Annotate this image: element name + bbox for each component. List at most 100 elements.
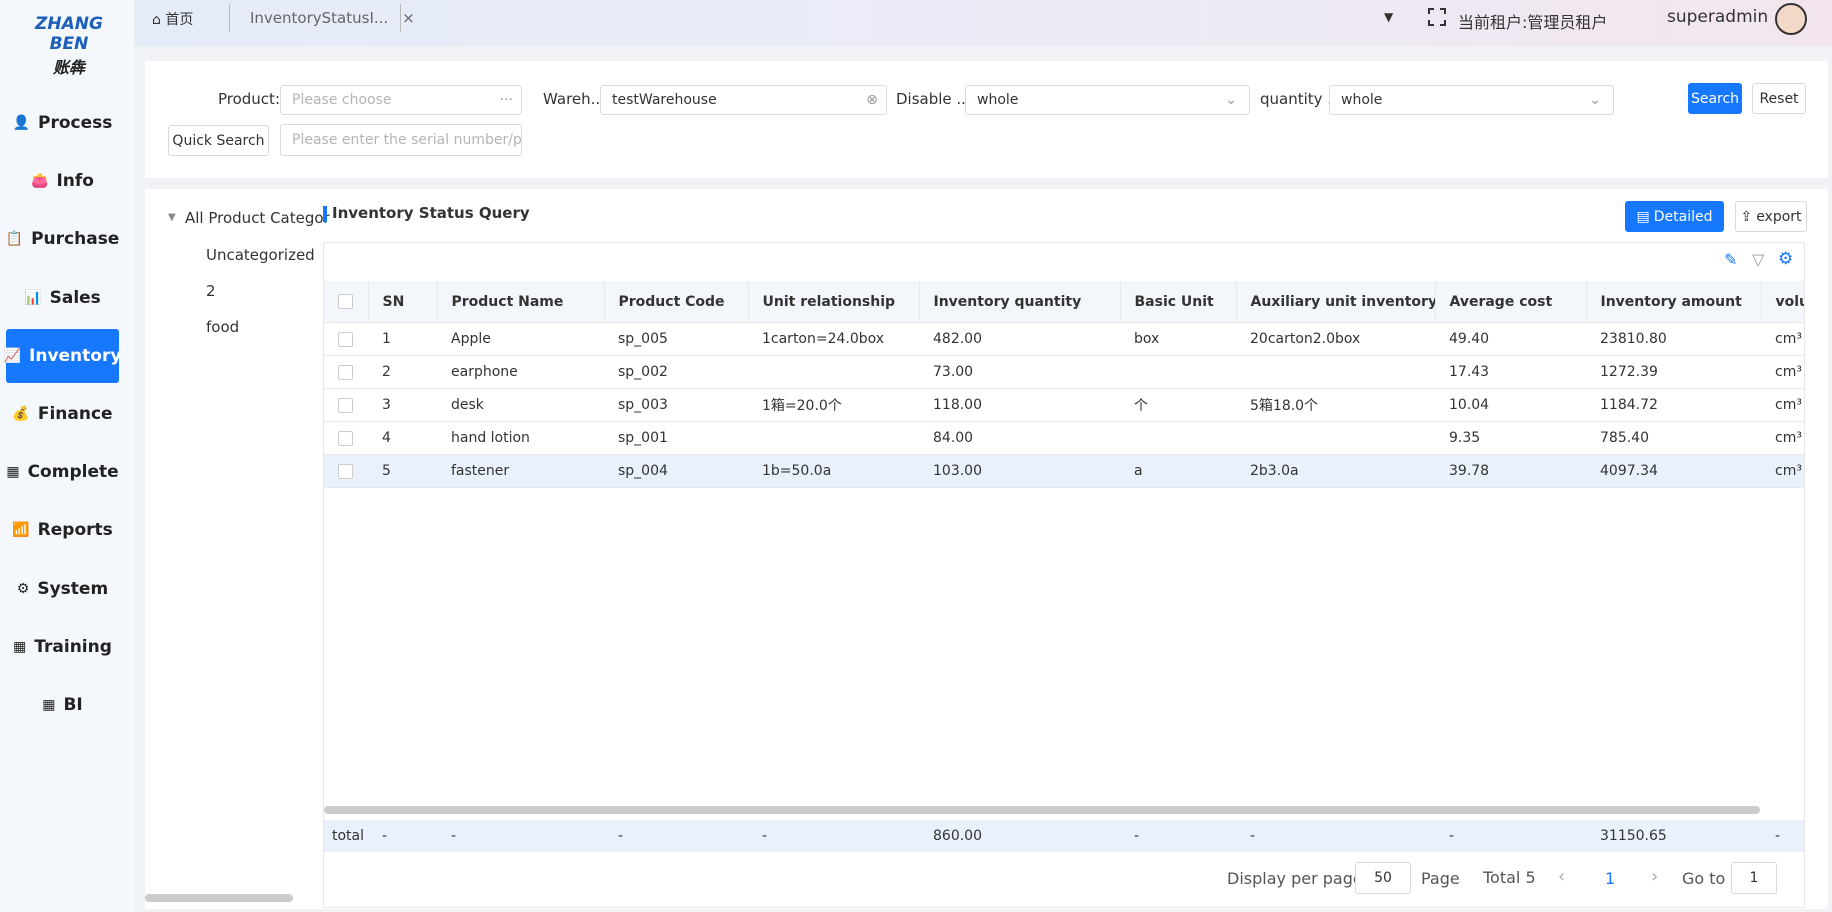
- menu-item[interactable]: ▦ Complete: [6, 445, 119, 499]
- table-cell: Apple: [437, 322, 604, 356]
- table-cell: 1b=50.0a: [748, 454, 919, 488]
- checkbox-cell[interactable]: [324, 322, 368, 356]
- checkbox[interactable]: [338, 430, 353, 446]
- total-cell: total: [324, 820, 368, 852]
- checkbox[interactable]: [338, 397, 353, 413]
- total-cell: -: [604, 820, 748, 852]
- total-cell: -: [1236, 820, 1435, 852]
- table-cell: cm³: [1761, 454, 1804, 488]
- menu-label: Sales: [49, 287, 101, 308]
- checkbox-cell[interactable]: [324, 421, 368, 455]
- table-row[interactable]: 1 Apple sp_005 1carton=24.0box 482.00 box 20ca…: [324, 322, 1804, 356]
- label: Product:: [217, 90, 280, 108]
- detailed-button[interactable]: ▤ Detailed: [1625, 201, 1724, 232]
- quantity-select[interactable]: whole ⌄: [1329, 85, 1614, 115]
- tree-root[interactable]: All Product Categor: [185, 209, 330, 227]
- label: Detailed: [1653, 208, 1713, 225]
- menu-icon: 📋: [5, 231, 24, 248]
- menu-item[interactable]: 📋 Purchase: [5, 212, 120, 266]
- tab[interactable]: InventoryStatusI... ×: [229, 4, 415, 32]
- total-cell: 860.00: [919, 820, 1120, 852]
- table-cell: 10.04: [1435, 388, 1586, 422]
- avatar[interactable]: [1775, 3, 1807, 35]
- total-row: total - - - -860.00- - -31150.65-: [324, 820, 1804, 852]
- table-wrap: SN Product Name Product Code Unit relations…: [324, 281, 1804, 681]
- table-cell: sp_003: [604, 388, 748, 422]
- checkbox[interactable]: [338, 463, 353, 479]
- tab[interactable]: ⌂ 首页: [152, 12, 194, 28]
- menu-label: Training: [34, 636, 112, 657]
- quick-search-button[interactable]: Quick Search: [168, 125, 269, 156]
- menu-icon: 👤: [12, 115, 31, 131]
- table-row[interactable]: 4 hand lotion sp_001 84.00 9.35 785.40 cm³: [324, 421, 1804, 455]
- menu-item[interactable]: 👛 Info: [6, 154, 119, 208]
- page-number[interactable]: 1: [1605, 869, 1616, 888]
- table-cell: [748, 355, 919, 389]
- next-button[interactable]: ›: [1651, 866, 1659, 887]
- warehouse-input[interactable]: testWarehouse ⊗: [600, 85, 887, 115]
- edit-icon[interactable]: ✎: [1724, 250, 1738, 269]
- dropdown-icon[interactable]: ▼: [1384, 10, 1394, 24]
- header-cell: volume unit: [1761, 281, 1804, 323]
- table-cell: fastener: [437, 454, 604, 488]
- panel-title: Inventory Status Query: [332, 204, 530, 222]
- export-button[interactable]: ⇪ export: [1735, 201, 1807, 232]
- table-cell: 84.00: [919, 421, 1120, 455]
- reset-button[interactable]: Reset: [1752, 83, 1806, 114]
- search-button[interactable]: Search: [1688, 83, 1742, 114]
- header-cell: Unit relationship: [748, 281, 920, 323]
- tree-node[interactable]: food: [206, 318, 240, 336]
- table-cell: 5: [368, 454, 437, 488]
- tree-node[interactable]: Uncategorized: [206, 246, 315, 264]
- disable-select[interactable]: whole ⌄: [965, 85, 1250, 115]
- header-cell: Basic Unit: [1120, 281, 1237, 323]
- menu-item[interactable]: 💰 Finance: [6, 387, 119, 441]
- table-row[interactable]: 2 earphone sp_002 73.00 17.43 1272.39 cm³: [324, 355, 1804, 389]
- checkbox-cell[interactable]: [324, 388, 368, 422]
- per-page-input[interactable]: 50: [1355, 862, 1411, 894]
- header-cell: Average cost: [1435, 281, 1587, 323]
- scrollbar: [145, 894, 293, 902]
- menu-item[interactable]: 👤 Process: [6, 96, 119, 150]
- menu-icon: 📈: [3, 347, 22, 364]
- menu-item[interactable]: ⚙ System: [6, 562, 119, 616]
- menu-item[interactable]: ▦ Training: [6, 620, 119, 674]
- prev-button[interactable]: ‹: [1558, 866, 1566, 887]
- header-row: SN Product Name Product Code Unit relations…: [324, 281, 1804, 323]
- table-cell: 1箱=20.0个: [748, 388, 919, 422]
- product-input[interactable]: Please choose ···: [280, 85, 522, 115]
- menu-icon: ⚙: [16, 580, 30, 597]
- menu-label: System: [37, 578, 109, 599]
- total-cell: -: [437, 820, 604, 852]
- settings-icon[interactable]: ⚙: [1778, 249, 1794, 269]
- tree-caret[interactable]: ▼: [168, 212, 176, 223]
- table-cell: 5箱18.0个: [1236, 388, 1435, 422]
- username[interactable]: superadmin: [1667, 7, 1769, 27]
- table-row[interactable]: 5 fastener sp_004 1b=50.0a 103.00 a 2b3.0a 39.7…: [324, 454, 1804, 488]
- menu-item[interactable]: 📊 Sales: [6, 271, 119, 325]
- filter-card: [145, 61, 1828, 178]
- label: Disable ...: [896, 90, 971, 108]
- checkbox[interactable]: [338, 364, 353, 380]
- checkbox[interactable]: [338, 331, 353, 347]
- menu-item[interactable]: 📶 Reports: [6, 503, 119, 557]
- goto-input[interactable]: 1: [1731, 862, 1777, 894]
- filter-icon[interactable]: ▽: [1752, 250, 1765, 269]
- close-icon[interactable]: ×: [402, 9, 415, 27]
- label: quantity ...: [1260, 90, 1342, 108]
- title-marker: [323, 206, 327, 222]
- menu-icon: ▦: [42, 697, 56, 713]
- table-row[interactable]: 3 desk sp_003 1箱=20.0个 118.00 个 5箱18.0个 10.04 11…: [324, 388, 1804, 422]
- top-bar: [134, 0, 1832, 46]
- serial-input[interactable]: Please enter the serial number/p: [280, 124, 522, 156]
- total-cell: -: [1120, 820, 1236, 852]
- checkbox-cell[interactable]: [324, 355, 368, 389]
- checkbox-cell[interactable]: [324, 454, 368, 488]
- fullscreen-icon[interactable]: [1428, 8, 1446, 26]
- menu-item[interactable]: ▦ BI: [6, 678, 119, 732]
- menu-label: Finance: [37, 404, 113, 424]
- scrollbar: [324, 806, 1760, 814]
- tree-node[interactable]: 2: [206, 282, 216, 300]
- menu-item[interactable]: 📈 Inventory: [3, 328, 121, 383]
